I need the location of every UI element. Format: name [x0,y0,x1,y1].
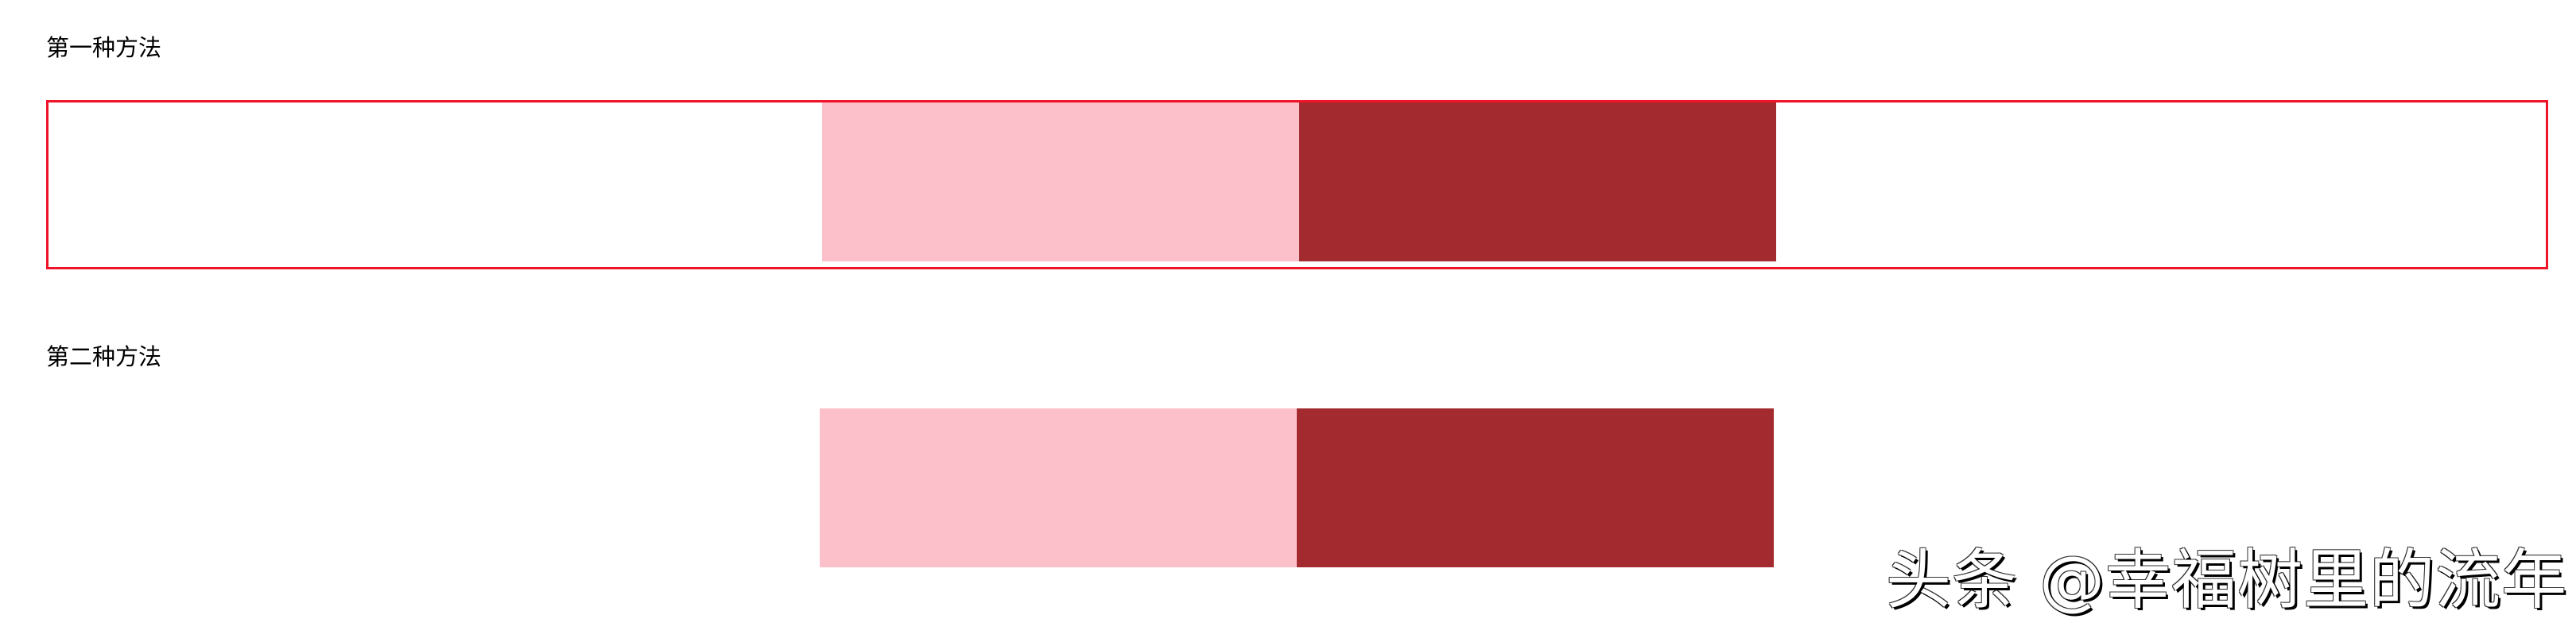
method-1-container [46,100,2548,269]
watermark: 头条 @幸福树里的流年 [1886,543,2568,618]
dark-red-box [1299,102,1776,261]
pink-box-2 [820,408,1297,567]
pink-box [822,102,1299,261]
dark-red-box-2 [1297,408,1774,567]
section-1-label: 第一种方法 [46,34,162,61]
section-2-label: 第二种方法 [46,343,162,370]
